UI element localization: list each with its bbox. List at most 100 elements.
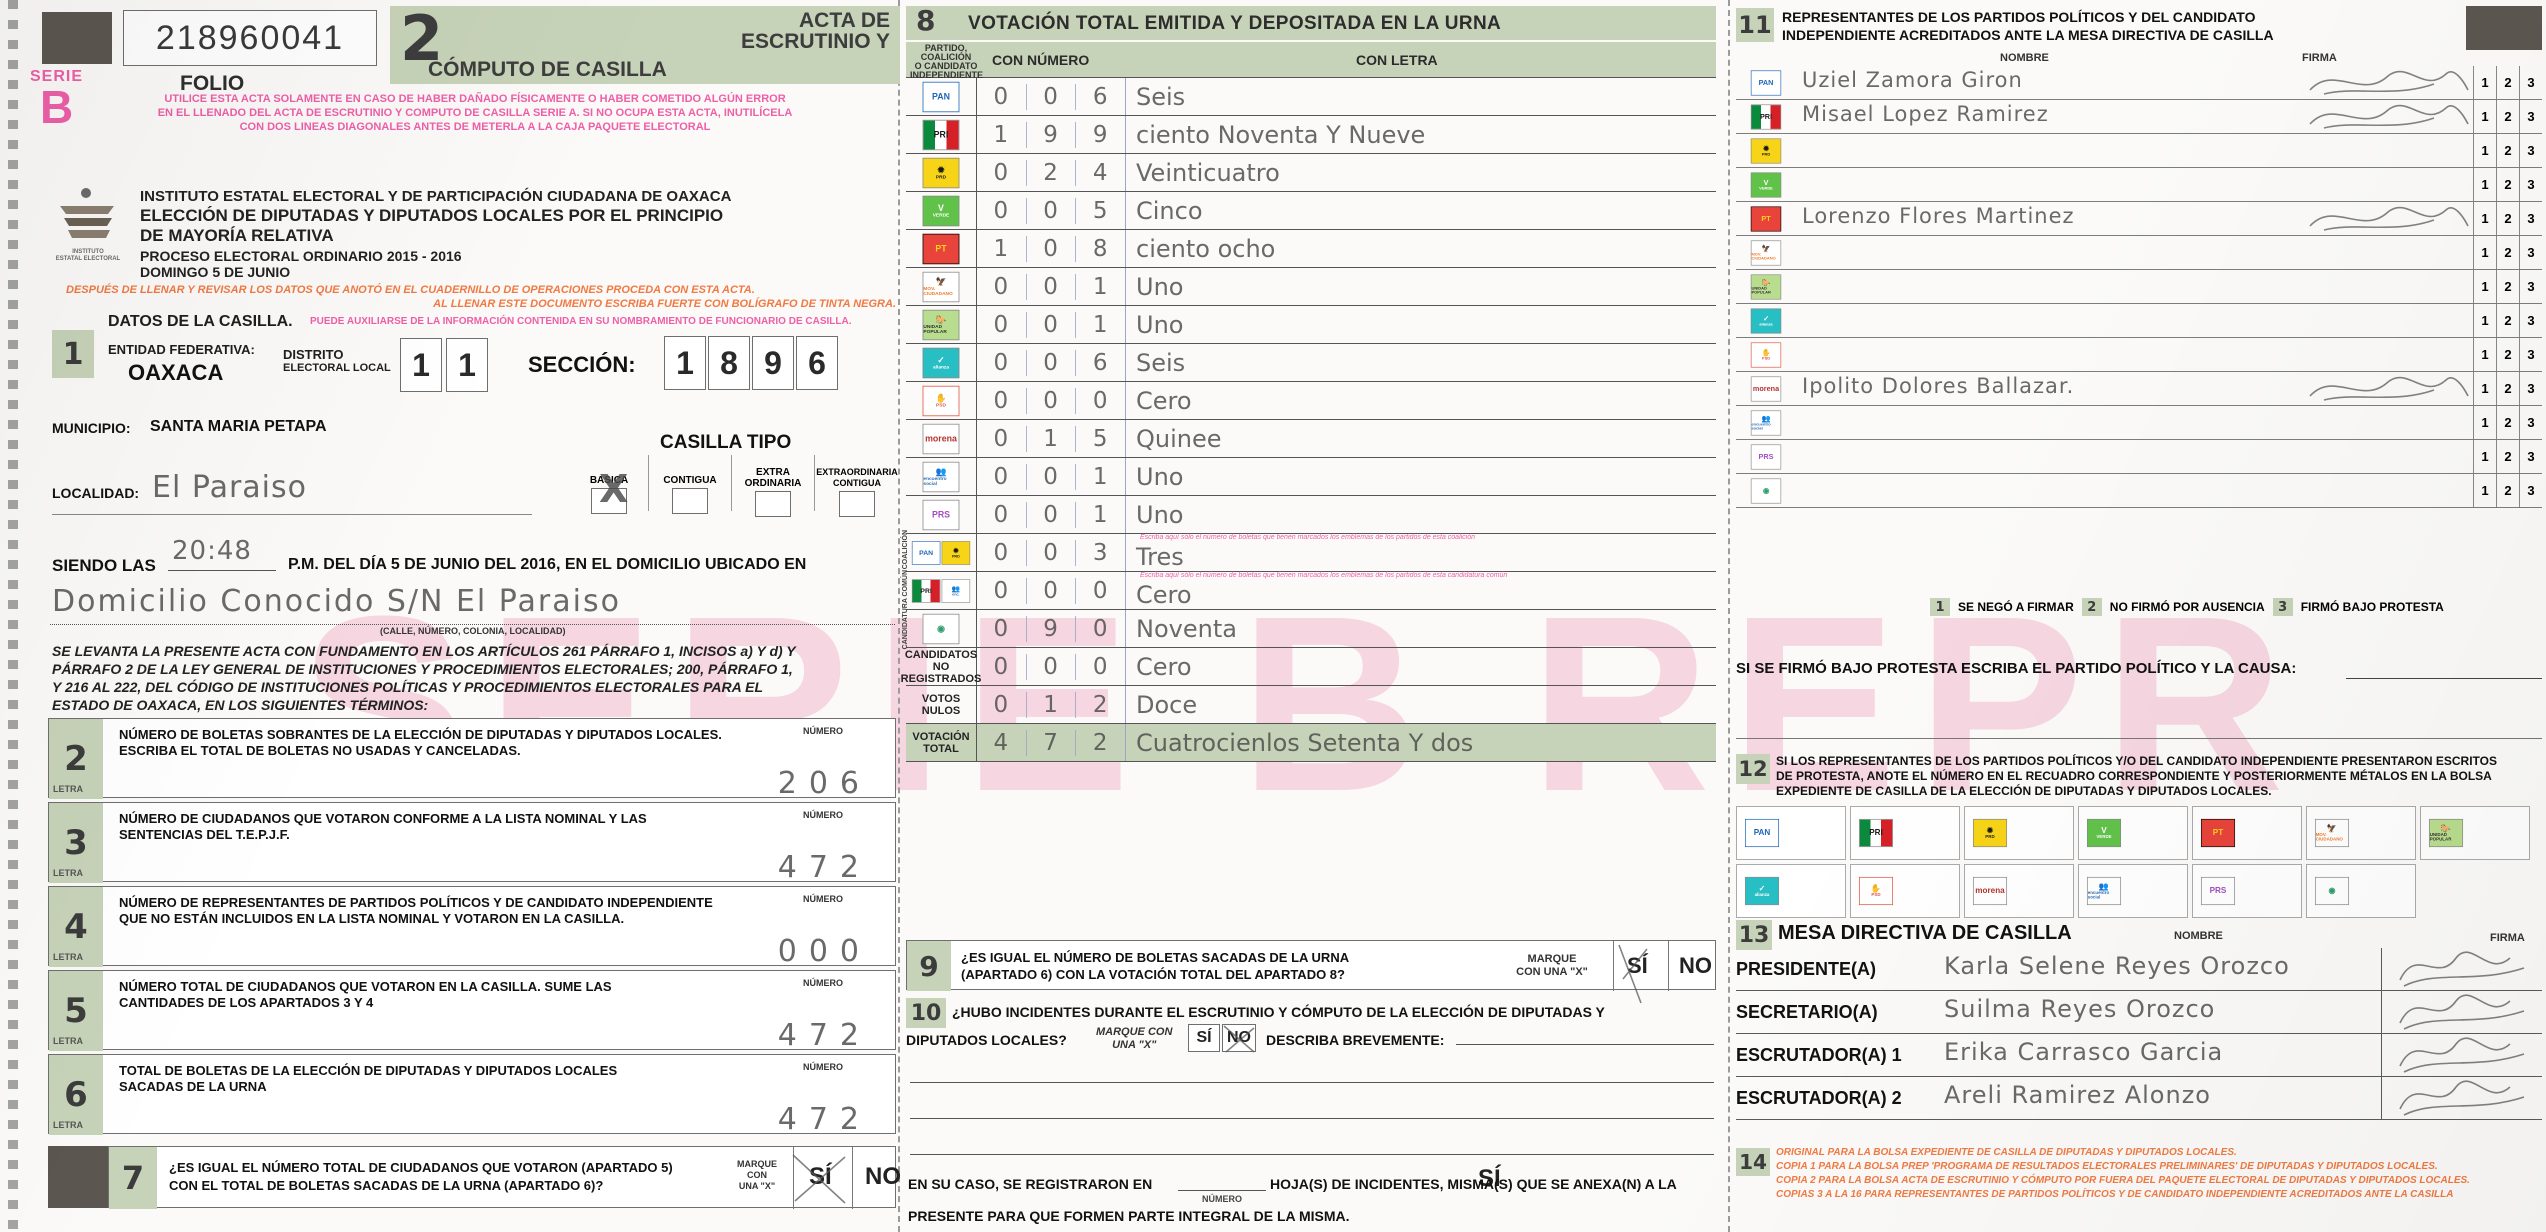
section-10-line-0[interactable] — [1456, 1044, 1714, 1045]
section-10-line-2[interactable] — [910, 1118, 1714, 1119]
representative-name-field[interactable] — [1796, 440, 2298, 473]
protest-box[interactable]: 👥 encuentro social — [2078, 864, 2188, 918]
sign-status-3[interactable]: 3 — [2519, 372, 2542, 405]
vote-letter-cell[interactable]: Cero — [1126, 648, 1716, 685]
vote-letter-cell[interactable]: Seis — [1126, 78, 1716, 115]
representative-name-field[interactable]: Ipolito Dolores Ballazar. — [1796, 372, 2298, 405]
representative-name-field[interactable]: Lorenzo Flores Martinez — [1796, 202, 2298, 235]
sign-status-3[interactable]: 3 — [2519, 440, 2542, 473]
mesa-signature-field[interactable] — [2382, 948, 2542, 990]
item-3-value[interactable]: 472 — [777, 850, 871, 885]
vote-letter-cell[interactable]: ciento Noventa Y Nueve — [1126, 116, 1716, 153]
sign-status-1[interactable]: 1 — [2473, 236, 2496, 269]
protesta-line-1[interactable] — [2346, 678, 2542, 679]
localidad-value[interactable]: El Paraiso — [152, 470, 307, 505]
casilla-tipo-extraordinaria[interactable]: EXTRA ORDINARIA — [732, 455, 815, 517]
section-9-no-text[interactable]: NO — [1679, 953, 1712, 978]
vote-letter-cell[interactable]: Uno — [1126, 496, 1716, 533]
representative-signature-field[interactable] — [2298, 338, 2473, 371]
sign-status-1[interactable]: 1 — [2473, 270, 2496, 303]
protest-box[interactable]: PAN — [1736, 806, 1846, 860]
vote-letter-cell[interactable]: Escriba aquí sólo el número de boletas q… — [1126, 572, 1716, 609]
section-7-no-text[interactable]: NO — [865, 1163, 901, 1190]
item-5-value[interactable]: 472 — [777, 1018, 871, 1053]
casilla-tipo-contigua-box[interactable] — [672, 488, 708, 514]
casilla-tipo-basica[interactable]: BASICA X — [570, 455, 649, 514]
representative-signature-field[interactable] — [2298, 100, 2473, 133]
sign-status-3[interactable]: 3 — [2519, 338, 2542, 371]
representative-name-field[interactable] — [1796, 236, 2298, 269]
sign-status-2[interactable]: 2 — [2496, 66, 2519, 99]
representative-name-field[interactable] — [1796, 134, 2298, 167]
mesa-name-field[interactable]: Suilma Reyes Orozco — [1936, 991, 2382, 1033]
protest-box[interactable]: ✹ PRD — [1964, 806, 2074, 860]
sign-status-1[interactable]: 1 — [2473, 100, 2496, 133]
sign-status-1[interactable]: 1 — [2473, 474, 2496, 507]
item-2-value[interactable]: 206 — [777, 766, 871, 801]
hora-value[interactable]: 20:48 — [172, 536, 252, 566]
protest-box[interactable]: PT — [2192, 806, 2302, 860]
section-10-si-box[interactable]: SÍ — [1188, 1024, 1220, 1052]
mesa-name-field[interactable]: Erika Carrasco Garcia — [1936, 1034, 2382, 1076]
item-6-value[interactable]: 472 — [777, 1102, 871, 1137]
casilla-tipo-extraordinaria-box[interactable] — [755, 491, 791, 517]
protesta-line-2[interactable] — [1736, 738, 2542, 739]
representative-name-field[interactable] — [1796, 304, 2298, 337]
representative-name-field[interactable] — [1796, 474, 2298, 507]
sign-status-2[interactable]: 2 — [2496, 474, 2519, 507]
casilla-tipo-group[interactable]: BASICA X CONTIGUA EXTRA ORDINARIA EXTRAO… — [570, 455, 900, 517]
protest-box[interactable]: ✓ alianza — [1736, 864, 1846, 918]
sign-status-3[interactable]: 3 — [2519, 270, 2542, 303]
representative-name-field[interactable] — [1796, 338, 2298, 371]
representative-name-field[interactable]: Uziel Zamora Giron — [1796, 66, 2298, 99]
protest-box[interactable]: ✋ PSD — [1850, 864, 1960, 918]
protest-box[interactable]: ◉ — [2306, 864, 2416, 918]
vote-letter-cell[interactable]: Doce — [1126, 686, 1716, 723]
representative-signature-field[interactable] — [2298, 66, 2473, 99]
domicilio-value[interactable]: Domicilio Conocido S/N El Paraiso — [52, 584, 621, 619]
sign-status-1[interactable]: 1 — [2473, 372, 2496, 405]
sign-status-1[interactable]: 1 — [2473, 440, 2496, 473]
sign-status-1[interactable]: 1 — [2473, 66, 2496, 99]
representative-name-field[interactable]: Misael Lopez Ramirez — [1796, 100, 2298, 133]
sign-status-1[interactable]: 1 — [2473, 134, 2496, 167]
sign-status-3[interactable]: 3 — [2519, 66, 2542, 99]
vote-letter-cell[interactable]: Noventa — [1126, 610, 1716, 647]
mesa-name-field[interactable]: Areli Ramirez Alonzo — [1936, 1077, 2382, 1119]
sign-status-2[interactable]: 2 — [2496, 372, 2519, 405]
sign-status-1[interactable]: 1 — [2473, 168, 2496, 201]
sign-status-1[interactable]: 1 — [2473, 406, 2496, 439]
sign-status-2[interactable]: 2 — [2496, 270, 2519, 303]
vote-letter-cell[interactable]: Uno — [1126, 306, 1716, 343]
sign-status-3[interactable]: 3 — [2519, 236, 2542, 269]
mesa-signature-field[interactable] — [2382, 1034, 2542, 1076]
representative-signature-field[interactable] — [2298, 474, 2473, 507]
representative-signature-field[interactable] — [2298, 440, 2473, 473]
sign-status-2[interactable]: 2 — [2496, 338, 2519, 371]
vote-letter-cell[interactable]: ciento ocho — [1126, 230, 1716, 267]
representative-signature-field[interactable] — [2298, 168, 2473, 201]
sign-status-3[interactable]: 3 — [2519, 304, 2542, 337]
mesa-name-field[interactable]: Karla Selene Reyes Orozco — [1936, 948, 2382, 990]
section-9-si-box[interactable] — [1613, 941, 1669, 991]
sign-status-1[interactable]: 1 — [2473, 202, 2496, 235]
representative-signature-field[interactable] — [2298, 134, 2473, 167]
vote-letter-cell[interactable]: Seis — [1126, 344, 1716, 381]
representative-name-field[interactable] — [1796, 406, 2298, 439]
sign-status-2[interactable]: 2 — [2496, 304, 2519, 337]
representative-signature-field[interactable] — [2298, 406, 2473, 439]
section-10-no-box[interactable]: NO — [1222, 1024, 1256, 1052]
